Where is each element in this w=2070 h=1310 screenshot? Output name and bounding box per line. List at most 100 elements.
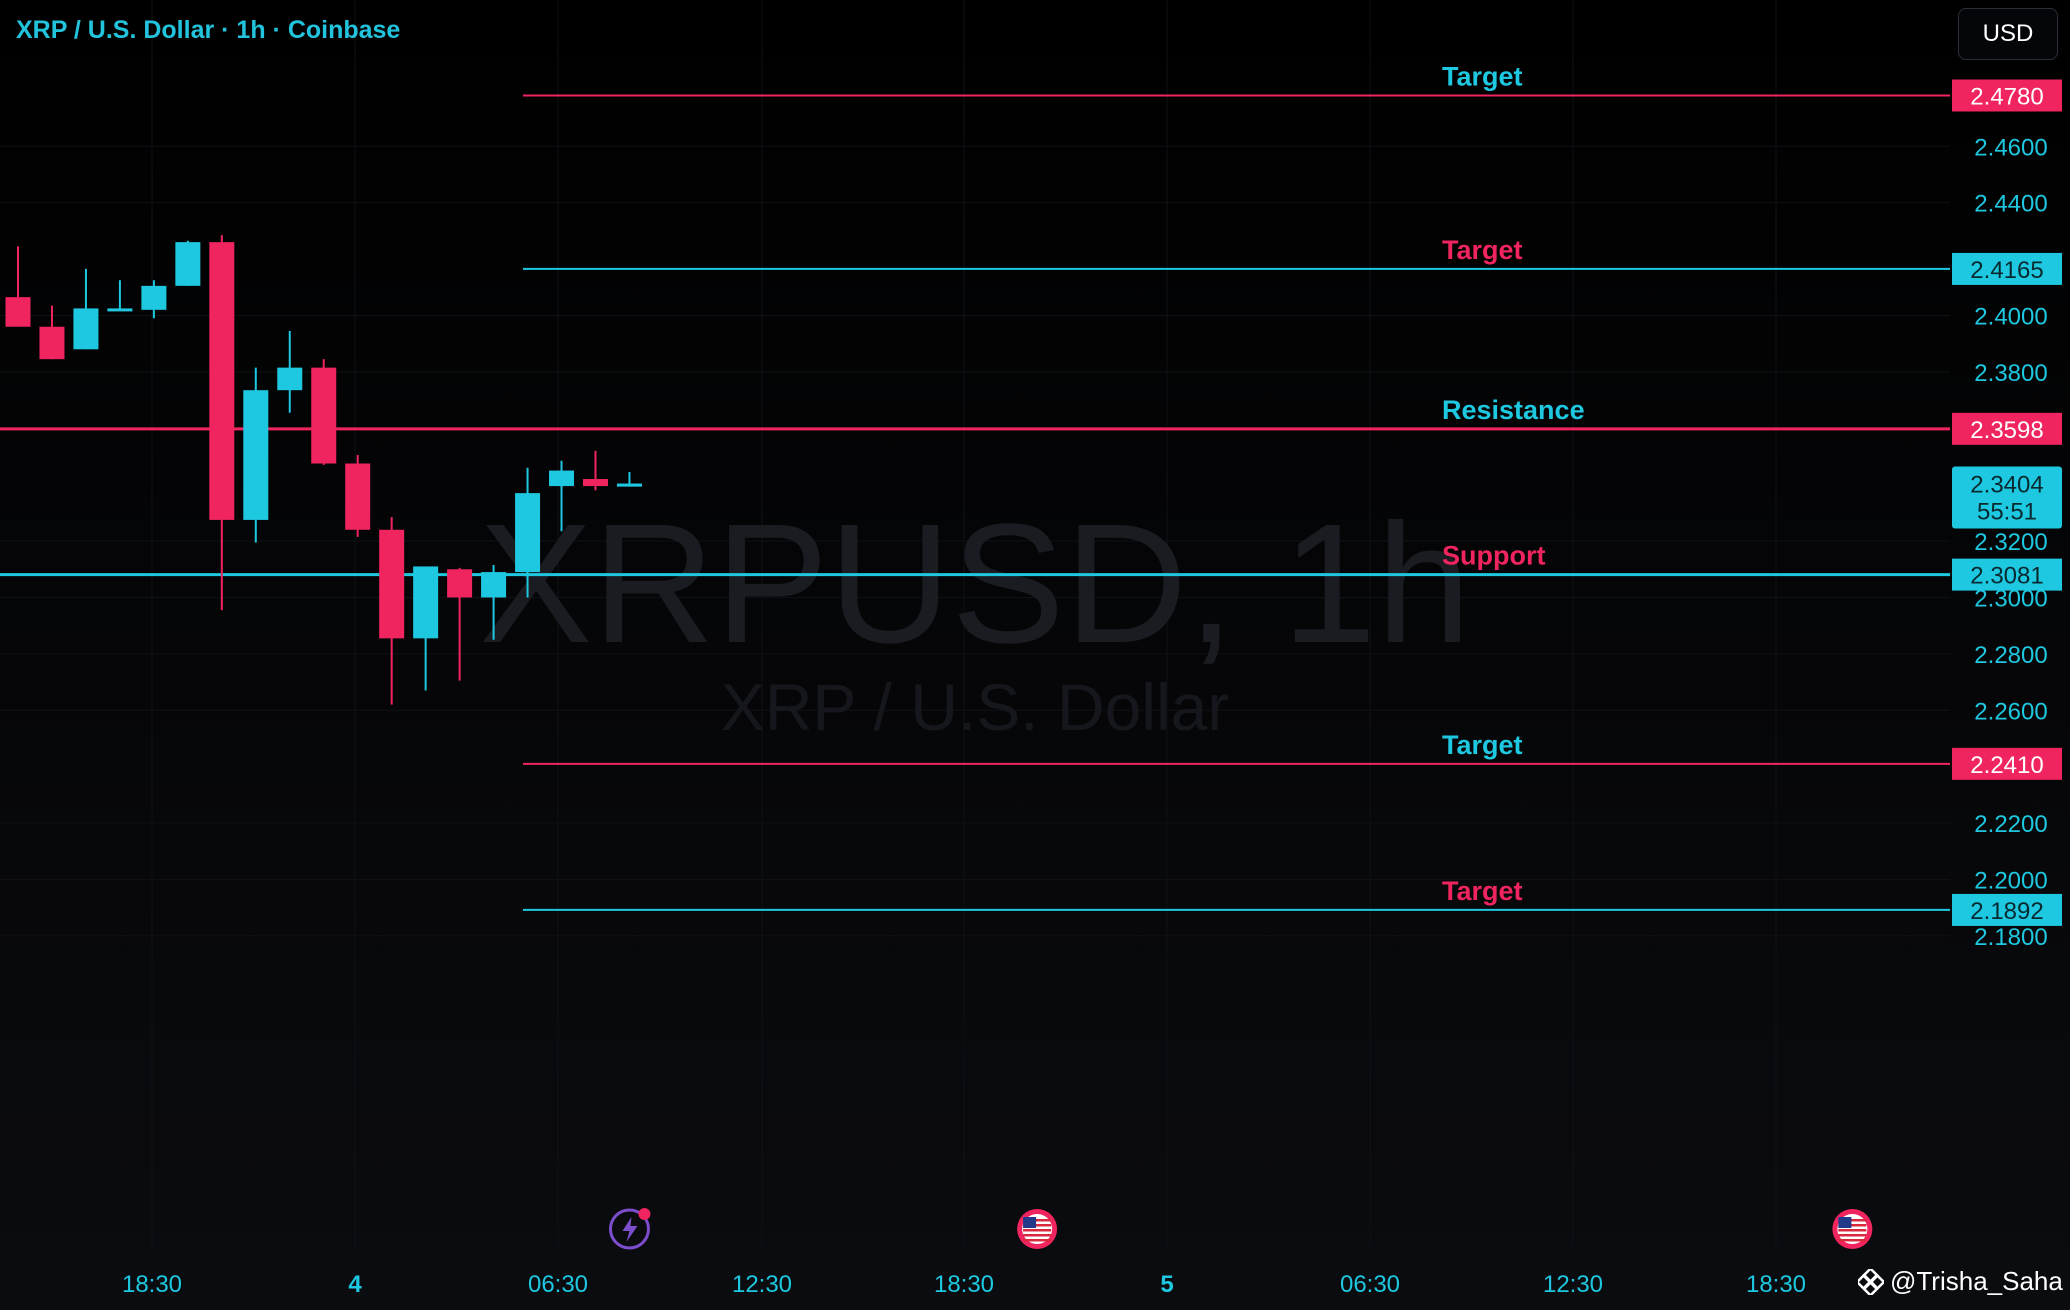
- candle[interactable]: [515, 467, 541, 598]
- candle-body: [582, 479, 608, 487]
- level-label: Target: [1442, 876, 1523, 906]
- price-badge: [1952, 558, 2062, 591]
- candle[interactable]: [5, 246, 31, 327]
- y-axis-tick-label: 2.2200: [1974, 811, 2047, 838]
- candle-body: [345, 463, 371, 530]
- candle-body: [5, 297, 31, 327]
- level-label: Target: [1442, 235, 1523, 265]
- candle[interactable]: [209, 235, 235, 611]
- candle[interactable]: [582, 450, 608, 491]
- candle[interactable]: [243, 367, 269, 543]
- y-axis-tick-label: 2.1800: [1974, 924, 2047, 951]
- candle-body: [209, 242, 235, 520]
- flag-stripe: [1023, 1219, 1052, 1222]
- candle-body: [549, 470, 575, 487]
- us-flag-icon[interactable]: [1832, 1209, 1873, 1249]
- candle[interactable]: [73, 268, 99, 350]
- y-axis-tick-label: 2.3200: [1974, 529, 2047, 556]
- candle[interactable]: [175, 240, 201, 286]
- level-label: Support: [1442, 541, 1545, 571]
- x-axis-tick-label: 18:30: [122, 1271, 182, 1298]
- level-label: Resistance: [1442, 395, 1585, 425]
- y-axis-tick-label: 2.4400: [1974, 191, 2047, 218]
- flash-spark-icon[interactable]: [608, 1208, 651, 1250]
- candle-body: [141, 285, 167, 310]
- flag-stripe: [1838, 1224, 1867, 1227]
- x-axis-tick-label: 18:30: [934, 1271, 994, 1298]
- flag-stripe: [1023, 1234, 1052, 1237]
- candle-body: [515, 493, 541, 573]
- candle-body: [73, 308, 99, 350]
- price-badge-label: 2.4780: [1970, 84, 2043, 111]
- candle[interactable]: [616, 471, 642, 487]
- candle-body: [39, 326, 65, 360]
- flag-stripe: [1838, 1234, 1867, 1237]
- candle[interactable]: [39, 305, 65, 360]
- last-price-label: 2.3404: [1970, 472, 2043, 499]
- flag-canton: [1838, 1217, 1852, 1228]
- flag-stripe: [1838, 1229, 1867, 1232]
- candle-body: [379, 529, 405, 639]
- countdown-label: 55:51: [1977, 499, 2037, 526]
- bolt-shape: [622, 1217, 638, 1242]
- level-label: Target: [1442, 730, 1523, 760]
- y-axis-tick-label: 2.4600: [1974, 134, 2047, 161]
- x-axis-tick-label: 12:30: [732, 1271, 792, 1298]
- flag-stripe: [1838, 1219, 1867, 1222]
- flag-canton: [1023, 1217, 1037, 1228]
- flag-stripe: [1023, 1224, 1052, 1227]
- author-watermark: @Trisha_Saha: [1858, 1266, 2063, 1297]
- candle[interactable]: [345, 455, 371, 537]
- price-badge: [1952, 747, 2062, 780]
- candle-body: [447, 569, 473, 598]
- candle[interactable]: [311, 359, 337, 465]
- flag-stripe: [1023, 1239, 1052, 1242]
- candle-body: [413, 566, 439, 639]
- candle-body: [243, 390, 269, 520]
- candle[interactable]: [277, 330, 303, 413]
- price-badge: [1952, 412, 2062, 445]
- price-badge: [1952, 79, 2062, 112]
- candle[interactable]: [141, 280, 167, 319]
- currency-button[interactable]: USD: [1958, 8, 2058, 60]
- watermark-description: XRP / U.S. Dollar: [721, 670, 1230, 744]
- candle-body: [175, 242, 201, 286]
- chart-title: XRP / U.S. Dollar · 1h · Coinbase: [16, 16, 401, 44]
- price-badge-label: 2.2410: [1970, 752, 2043, 779]
- candle[interactable]: [379, 517, 405, 705]
- x-axis-tick-label: 06:30: [1340, 1271, 1400, 1298]
- price-badge-label: 2.3081: [1970, 563, 2043, 590]
- icon-ring: [608, 1208, 650, 1250]
- tradingview-logo-icon: [1858, 1268, 1884, 1295]
- x-axis-tick-label: 12:30: [1543, 1271, 1603, 1298]
- last-price-badge: [1952, 466, 2062, 529]
- candle-body: [616, 483, 642, 487]
- watermark-symbol: XRPUSD, 1h: [479, 489, 1471, 679]
- flag-stripe: [1023, 1229, 1052, 1232]
- author-name: @Trisha_Saha: [1890, 1266, 2063, 1296]
- price-badge-label: 2.4165: [1970, 257, 2043, 284]
- candle-body: [311, 367, 337, 464]
- y-axis-tick-label: 2.3000: [1974, 585, 2047, 612]
- candle-body: [107, 308, 133, 312]
- y-axis-tick-label: 2.2800: [1974, 642, 2047, 669]
- candle[interactable]: [447, 567, 473, 681]
- candle[interactable]: [107, 280, 133, 312]
- candle-body: [481, 572, 507, 598]
- candle[interactable]: [413, 566, 439, 691]
- x-axis-tick-label: 5: [1160, 1271, 1173, 1298]
- price-badge: [1952, 252, 2062, 285]
- x-axis-tick-label: 4: [348, 1271, 362, 1298]
- us-flag-icon[interactable]: [1017, 1209, 1058, 1249]
- y-axis-tick-label: 2.3800: [1974, 360, 2047, 387]
- x-axis-tick-label: 06:30: [528, 1271, 588, 1298]
- notification-dot: [638, 1208, 651, 1220]
- y-axis-tick-label: 2.4000: [1974, 303, 2047, 330]
- candle[interactable]: [549, 460, 575, 532]
- candle[interactable]: [481, 565, 507, 640]
- y-axis-tick-label: 2.2600: [1974, 698, 2047, 725]
- y-axis-tick-label: 2.2000: [1974, 867, 2047, 894]
- candle-body: [277, 367, 303, 391]
